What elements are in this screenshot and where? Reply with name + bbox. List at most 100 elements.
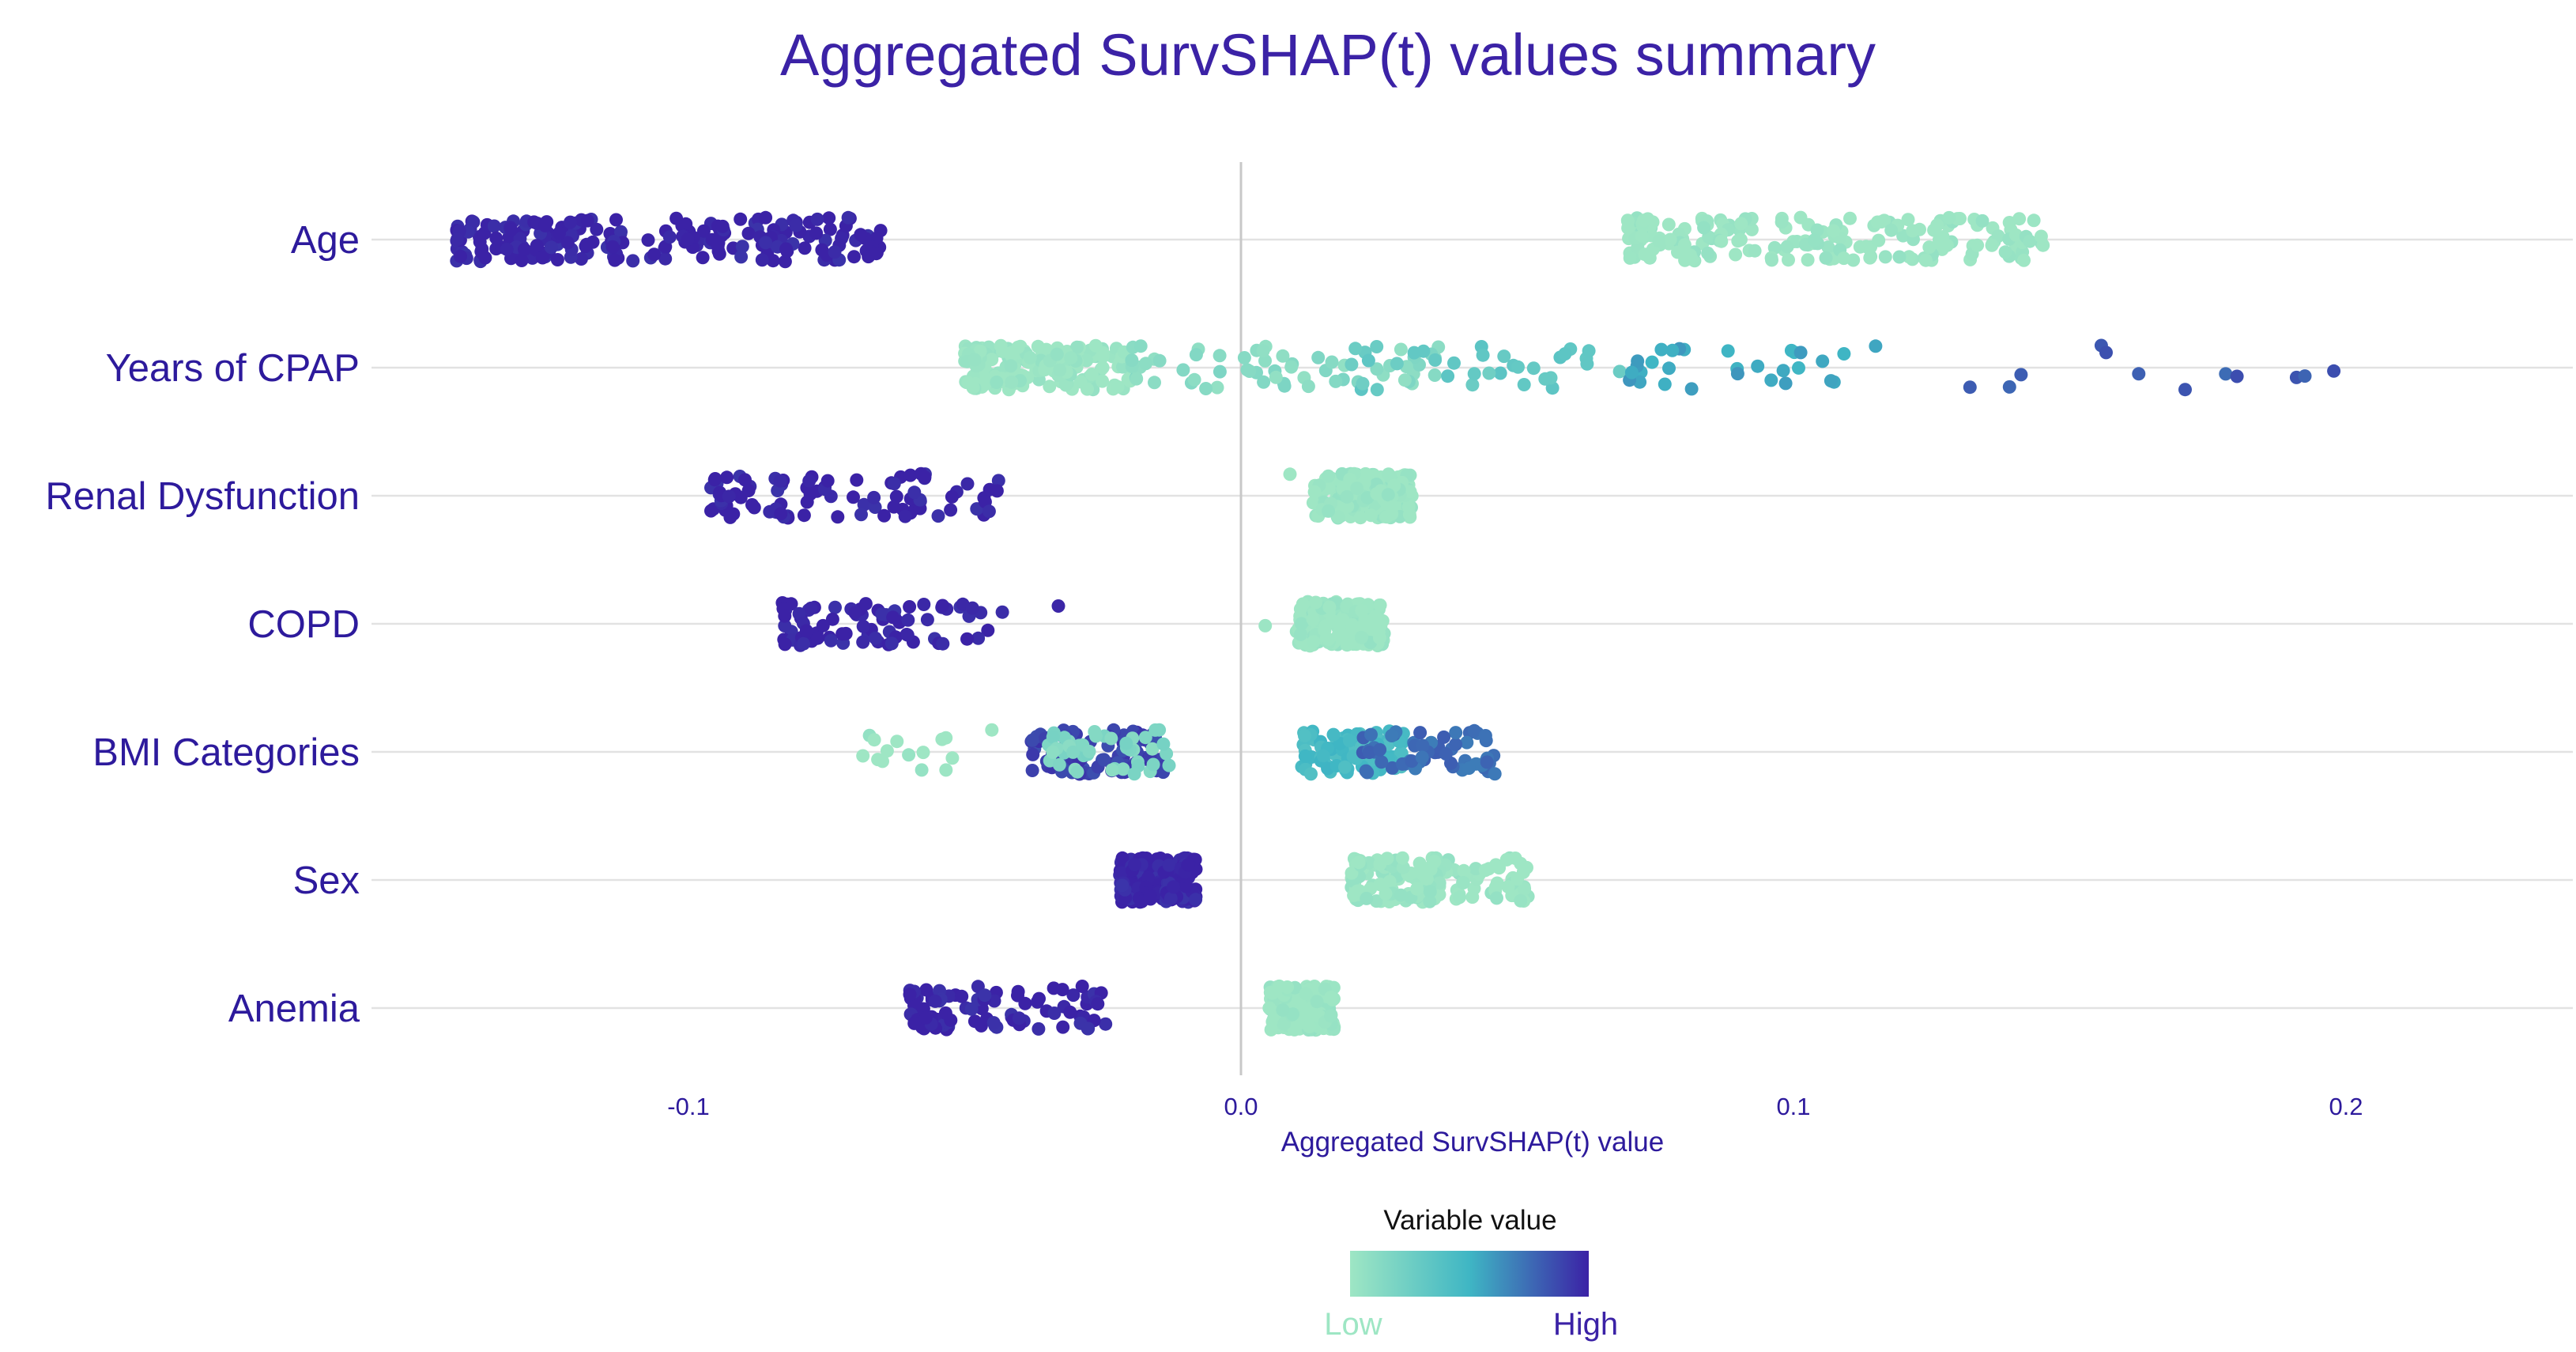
data-point xyxy=(1128,858,1141,872)
data-point xyxy=(1467,723,1481,738)
data-point xyxy=(1210,380,1224,395)
data-point xyxy=(1070,340,1084,354)
data-point xyxy=(1350,482,1364,496)
data-point xyxy=(1379,510,1394,524)
data-point xyxy=(1213,349,1227,363)
data-point xyxy=(1189,893,1203,907)
data-point xyxy=(681,232,695,247)
data-point xyxy=(773,474,787,488)
data-point xyxy=(1424,863,1438,877)
data-point xyxy=(1869,339,1883,353)
data-point xyxy=(2009,228,2023,242)
data-point xyxy=(1352,855,1366,870)
data-point xyxy=(1298,749,1312,763)
data-point xyxy=(1345,357,1359,372)
data-point xyxy=(815,243,829,257)
data-point xyxy=(1375,755,1389,769)
data-point xyxy=(574,252,588,266)
data-point xyxy=(1767,240,1782,255)
data-point xyxy=(1792,361,1805,375)
data-point xyxy=(778,637,792,651)
data-point xyxy=(907,485,922,500)
data-point xyxy=(1350,884,1364,898)
data-point xyxy=(1303,1020,1317,1033)
data-point xyxy=(1465,890,1480,904)
data-point xyxy=(1025,733,1039,747)
data-point xyxy=(1476,348,1490,362)
data-point xyxy=(1872,233,1886,247)
data-point xyxy=(1361,353,1375,368)
data-point xyxy=(1456,876,1470,889)
data-point xyxy=(1963,380,1977,395)
data-point xyxy=(1460,735,1474,750)
data-point xyxy=(1478,863,1492,878)
data-point xyxy=(990,484,1004,498)
data-point xyxy=(1853,240,1867,254)
data-point xyxy=(778,255,792,269)
data-point xyxy=(850,473,864,487)
data-point xyxy=(1373,631,1386,645)
data-point xyxy=(831,510,845,524)
data-point xyxy=(722,489,736,504)
data-point xyxy=(1340,489,1354,504)
data-point xyxy=(515,254,529,267)
data-point xyxy=(1277,379,1292,393)
data-point xyxy=(1316,749,1330,763)
data-point xyxy=(1635,229,1649,244)
data-point xyxy=(1294,627,1307,641)
data-point xyxy=(939,763,953,777)
data-point xyxy=(1765,253,1778,267)
data-point xyxy=(1115,851,1130,865)
data-point xyxy=(641,233,655,247)
data-point xyxy=(647,247,662,262)
data-point xyxy=(991,474,1005,488)
data-point xyxy=(609,213,623,227)
data-point xyxy=(955,989,969,1003)
data-point xyxy=(1662,361,1676,376)
data-point xyxy=(1729,247,1743,262)
data-point xyxy=(1187,372,1201,387)
data-point xyxy=(1837,347,1851,361)
data-point xyxy=(1631,354,1645,368)
data-point xyxy=(936,599,949,613)
data-point xyxy=(1526,361,1541,376)
data-point xyxy=(1423,885,1437,899)
data-point xyxy=(1004,359,1018,373)
data-point xyxy=(1012,1011,1026,1025)
data-point xyxy=(1918,253,1933,267)
data-point xyxy=(1055,983,1069,997)
data-point xyxy=(1663,232,1677,247)
data-point xyxy=(759,210,773,225)
x-axis-title: Aggregated SurvSHAP(t) value xyxy=(1281,1127,1664,1158)
data-point xyxy=(1258,353,1272,368)
data-point xyxy=(478,251,492,265)
data-point xyxy=(1373,598,1387,612)
data-point xyxy=(1104,731,1118,746)
data-point xyxy=(1480,755,1494,769)
data-point xyxy=(1906,224,1920,238)
data-point xyxy=(1025,764,1039,777)
data-point xyxy=(1764,373,1778,387)
data-point xyxy=(1358,614,1372,627)
data-point xyxy=(903,468,918,482)
data-point xyxy=(873,224,888,238)
data-point xyxy=(1276,349,1290,363)
data-point xyxy=(1843,211,1857,225)
data-point xyxy=(1011,984,1025,999)
data-point xyxy=(1985,238,1999,252)
data-point xyxy=(1096,374,1110,388)
data-point xyxy=(1269,370,1283,384)
data-point xyxy=(939,731,953,745)
data-point xyxy=(741,484,756,497)
data-point xyxy=(1088,338,1103,353)
data-point xyxy=(2230,369,2244,383)
data-point xyxy=(804,601,818,615)
legend-title: Variable value xyxy=(1383,1205,1556,1236)
data-point xyxy=(738,473,752,487)
data-point xyxy=(696,251,710,265)
feature-labels: Age Years of CPAP Renal Dysfunction COPD BMI… xyxy=(45,219,360,1030)
data-point xyxy=(966,379,980,393)
data-point xyxy=(875,607,889,621)
data-point xyxy=(734,250,749,264)
